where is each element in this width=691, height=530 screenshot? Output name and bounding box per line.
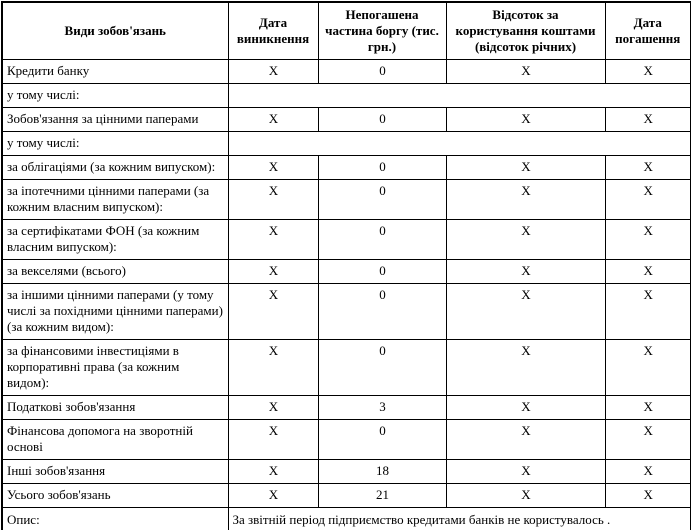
row-label: Усього зобов'язань [1,483,229,508]
table-row: у тому числі: [1,83,691,108]
row-label: за облігаціями (за кожним випуском): [1,155,229,180]
value-cell: X [604,419,691,460]
table-row: за фінансовими інвестиціями в корпоратив… [1,339,691,396]
value-cell: X [227,155,319,180]
table-row: за іншими цінними паперами (у тому числі… [1,283,691,340]
row-label: Кредити банку [1,59,229,84]
description-label: Опис: [1,507,229,530]
table-row: Фінансова допомога на зворотній основі X 0… [1,419,691,460]
table-row: за облігаціями (за кожним випуском): X 0 X X [1,155,691,180]
value-cell: 0 [317,179,447,220]
value-cell: X [445,483,606,508]
row-label: за сертифікатами ФОН (за кожним власним … [1,219,229,260]
row-label: за векселями (всього) [1,259,229,284]
value-cell: 0 [317,107,447,132]
column-header-date-of-origin: Дата виникнення [227,1,319,60]
table-row: у тому числі: [1,131,691,156]
value-cell: X [227,459,319,484]
value-cell: X [227,419,319,460]
row-label: за іпотечними цінними паперами (за кожни… [1,179,229,220]
table-row: за векселями (всього) X 0 X X [1,259,691,284]
description-row: Опис: За звітній період підприємство кре… [1,507,691,530]
column-header-obligation-type: Види зобов'язань [1,1,229,60]
description-text: За звітній період підприємство кредитами… [227,507,691,530]
value-cell: 18 [317,459,447,484]
value-cell: X [445,179,606,220]
value-cell: X [604,283,691,340]
value-cell: X [604,107,691,132]
value-cell: X [604,219,691,260]
row-label: Податкові зобов'язання [1,395,229,420]
value-cell: 21 [317,483,447,508]
value-cell: X [445,283,606,340]
value-cell: 0 [317,339,447,396]
row-label: Інші зобов'язання [1,459,229,484]
value-cell: X [227,339,319,396]
merged-empty-cell [227,131,691,156]
table-row: Податкові зобов'язання X 3 X X [1,395,691,420]
value-cell: X [445,155,606,180]
row-label: у тому числі: [1,131,229,156]
value-cell: X [604,483,691,508]
value-cell: X [227,107,319,132]
value-cell: 0 [317,283,447,340]
value-cell: X [445,59,606,84]
value-cell: X [227,259,319,284]
table-footer: Опис: За звітній період підприємство кре… [1,507,691,530]
table-row: за іпотечними цінними паперами (за кожни… [1,179,691,220]
table-row: за сертифікатами ФОН (за кожним власним … [1,219,691,260]
table-row: Інші зобов'язання X 18 X X [1,459,691,484]
value-cell: X [604,155,691,180]
merged-empty-cell [227,83,691,108]
value-cell: X [604,259,691,284]
value-cell: X [227,219,319,260]
value-cell: X [604,59,691,84]
value-cell: X [445,395,606,420]
value-cell: X [604,459,691,484]
row-label: Фінансова допомога на зворотній основі [1,419,229,460]
row-label: за фінансовими інвестиціями в корпоратив… [1,339,229,396]
value-cell: X [445,419,606,460]
value-cell: X [227,59,319,84]
value-cell: X [445,459,606,484]
row-label: у тому числі: [1,83,229,108]
row-label: за іншими цінними паперами (у тому числі… [1,283,229,340]
header-row: Види зобов'язань Дата виникнення Непогаш… [1,1,691,60]
value-cell: 0 [317,419,447,460]
value-cell: 0 [317,219,447,260]
column-header-interest-rate: Відсоток за користування коштами (відсот… [445,1,606,60]
value-cell: 0 [317,259,447,284]
value-cell: X [227,395,319,420]
table-row: Усього зобов'язань X 21 X X [1,483,691,508]
column-header-outstanding-debt: Непогашена частина боргу (тис. грн.) [317,1,447,60]
value-cell: 0 [317,59,447,84]
table-row: Зобов'язання за цінними паперами X 0 X X [1,107,691,132]
value-cell: X [604,395,691,420]
table-row: Кредити банку X 0 X X [1,59,691,84]
row-label: Зобов'язання за цінними паперами [1,107,229,132]
value-cell: 3 [317,395,447,420]
value-cell: X [445,259,606,284]
value-cell: X [227,283,319,340]
value-cell: X [604,179,691,220]
table-header: Види зобов'язань Дата виникнення Непогаш… [1,1,691,60]
value-cell: X [227,179,319,220]
value-cell: X [445,219,606,260]
column-header-repayment-date: Дата погашення [604,1,691,60]
value-cell: X [445,339,606,396]
value-cell: X [227,483,319,508]
value-cell: 0 [317,155,447,180]
value-cell: X [445,107,606,132]
value-cell: X [604,339,691,396]
